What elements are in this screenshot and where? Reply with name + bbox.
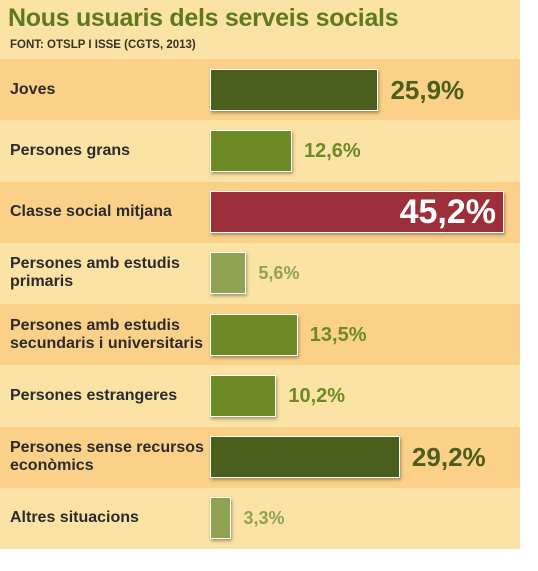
chart-row: Persones sense recursos econòmics 29,2% <box>0 426 520 488</box>
value-label: 3,3% <box>243 508 285 529</box>
category-label: Persones amb estudis primaris <box>10 255 180 291</box>
value-label: 13,5% <box>309 323 367 346</box>
chart-panel: Nous usuaris dels serveis socials FONT: … <box>0 0 520 549</box>
chart-row: Classe social mitjana 45,2% <box>0 181 520 243</box>
chart-row: Persones grans 12,6% <box>0 120 520 181</box>
category-label: Altres situacions <box>10 509 139 527</box>
chart-row: Joves 25,9% <box>0 59 520 121</box>
value-label: 25,9% <box>390 74 465 105</box>
value-label: 29,2% <box>411 442 486 473</box>
category-label: Classe social mitjana <box>10 203 172 221</box>
chart-row: Persones amb estudis secundaris i univer… <box>0 304 520 366</box>
chart-row: Persones estrangeres 10,2% <box>0 365 520 426</box>
bar <box>210 436 400 479</box>
category-label: Persones sense recursos econòmics <box>10 439 204 475</box>
category-label: Persones amb estudis secundaris i univer… <box>10 316 203 352</box>
value-label: 10,2% <box>288 384 346 407</box>
category-label: Persones grans <box>10 141 131 159</box>
chart-row: Persones amb estudis primaris 5,6% <box>0 243 520 304</box>
value-label: 12,6% <box>303 139 361 162</box>
bar <box>210 313 298 356</box>
bar <box>210 68 379 111</box>
chart-title: Nous usuaris dels serveis socials <box>8 4 399 32</box>
bar <box>210 374 277 417</box>
bar <box>210 129 292 172</box>
bar <box>210 497 232 540</box>
bar <box>210 252 247 295</box>
category-label: Joves <box>10 80 56 98</box>
chart-source: FONT: OTSLP I ISSE (CGTS, 2013) <box>10 39 196 51</box>
value-label: 5,6% <box>258 263 300 284</box>
bar <box>210 191 504 234</box>
value-label: 45,2% <box>399 193 496 232</box>
chart-row: Altres situacions 3,3% <box>0 488 520 549</box>
category-label: Persones estrangeres <box>10 386 178 404</box>
